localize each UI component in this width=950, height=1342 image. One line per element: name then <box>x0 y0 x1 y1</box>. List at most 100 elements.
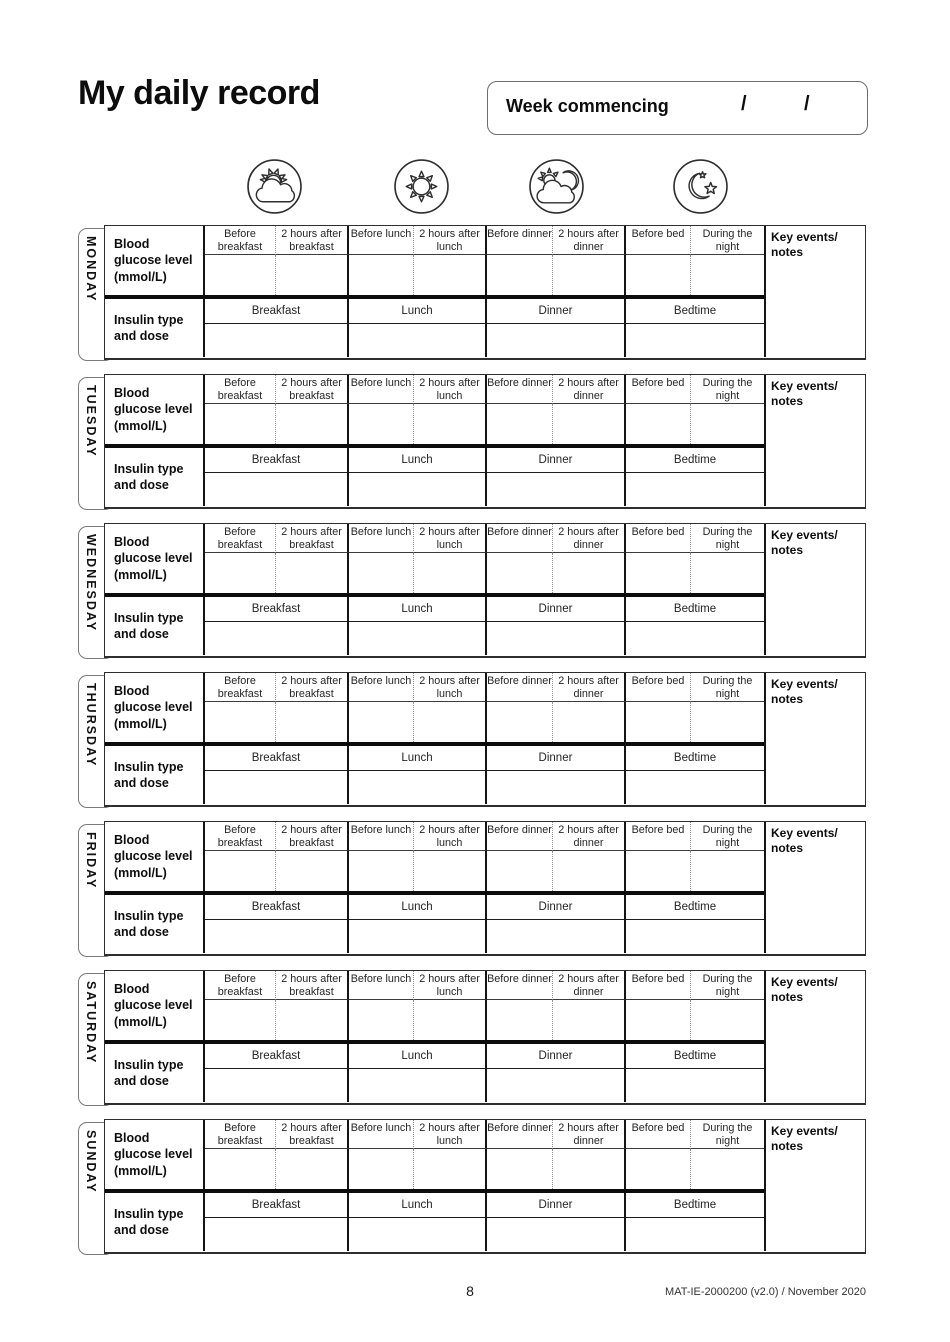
glucose-entry-cell[interactable] <box>553 553 626 593</box>
insulin-entry-cell[interactable] <box>205 622 349 655</box>
glucose-entry-cell[interactable] <box>276 851 349 891</box>
insulin-entry-cell[interactable] <box>349 920 487 953</box>
glucose-entry-cell[interactable] <box>553 1000 626 1040</box>
insulin-entry-cell[interactable] <box>205 1218 349 1251</box>
insulin-entry-cell[interactable] <box>487 920 626 953</box>
glucose-entry-cell[interactable] <box>414 404 487 444</box>
glucose-entry-cell[interactable] <box>276 553 349 593</box>
insulin-entry-cell[interactable] <box>349 771 487 804</box>
insulin-entry-cell[interactable] <box>626 622 764 655</box>
insulin-entry-cell[interactable] <box>626 771 764 804</box>
glucose-entry-cell[interactable] <box>626 851 691 891</box>
glucose-entry-cell[interactable] <box>276 1149 349 1189</box>
insulin-entry-cell[interactable] <box>487 1069 626 1102</box>
glucose-entry-cell[interactable] <box>691 1149 764 1189</box>
day-table: Blood glucose level (mmol/L) Before brea… <box>104 821 866 956</box>
glucose-entry-cell[interactable] <box>414 255 487 295</box>
key-events-label: Key events/ notes <box>771 379 838 408</box>
glucose-entry-cell[interactable] <box>691 1000 764 1040</box>
insulin-row-label: Insulin type and dose <box>105 746 205 804</box>
insulin-entry-cell[interactable] <box>349 622 487 655</box>
glucose-entry-cell[interactable] <box>276 1000 349 1040</box>
insulin-entry-cell[interactable] <box>349 324 487 357</box>
glucose-entry-cell[interactable] <box>487 702 553 742</box>
glucose-entry-cell[interactable] <box>487 851 553 891</box>
glucose-entry-cell[interactable] <box>205 553 276 593</box>
insulin-entry-cell[interactable] <box>626 1069 764 1102</box>
insulin-entry-cell[interactable] <box>487 324 626 357</box>
glucose-time-header: Before lunch <box>349 822 414 851</box>
insulin-row-label: Insulin type and dose <box>105 895 205 953</box>
glucose-entry-cell[interactable] <box>626 702 691 742</box>
glucose-entry-cell[interactable] <box>553 1149 626 1189</box>
insulin-entry-cell[interactable] <box>205 473 349 506</box>
glucose-entry-cell[interactable] <box>349 404 414 444</box>
insulin-entry-cell[interactable] <box>487 473 626 506</box>
glucose-entry-cell[interactable] <box>626 1149 691 1189</box>
insulin-entry-cell[interactable] <box>487 1218 626 1251</box>
insulin-entry-cell[interactable] <box>205 920 349 953</box>
glucose-entry-cell[interactable] <box>349 1000 414 1040</box>
insulin-meal-header: Breakfast <box>205 895 349 920</box>
key-events-cell[interactable]: Key events/ notes <box>764 673 865 804</box>
glucose-entry-cell[interactable] <box>691 255 764 295</box>
glucose-entry-cell[interactable] <box>691 553 764 593</box>
insulin-entry-cell[interactable] <box>205 771 349 804</box>
glucose-entry-cell[interactable] <box>205 851 276 891</box>
insulin-entry-cell[interactable] <box>487 622 626 655</box>
glucose-entry-cell[interactable] <box>276 255 349 295</box>
insulin-entry-cell[interactable] <box>349 1069 487 1102</box>
glucose-entry-cell[interactable] <box>553 851 626 891</box>
glucose-entry-cell[interactable] <box>626 255 691 295</box>
glucose-entry-cell[interactable] <box>349 702 414 742</box>
glucose-entry-cell[interactable] <box>487 553 553 593</box>
glucose-entry-cell[interactable] <box>626 553 691 593</box>
glucose-entry-cell[interactable] <box>553 702 626 742</box>
glucose-entry-cell[interactable] <box>276 404 349 444</box>
glucose-entry-cell[interactable] <box>414 702 487 742</box>
day-table: Blood glucose level (mmol/L) Before brea… <box>104 1119 866 1254</box>
insulin-entry-cell[interactable] <box>205 324 349 357</box>
glucose-entry-cell[interactable] <box>487 255 553 295</box>
insulin-entry-cell[interactable] <box>349 1218 487 1251</box>
insulin-entry-cell[interactable] <box>487 771 626 804</box>
insulin-entry-cell[interactable] <box>626 1218 764 1251</box>
glucose-entry-cell[interactable] <box>553 255 626 295</box>
key-events-cell[interactable]: Key events/ notes <box>764 524 865 655</box>
insulin-entry-cell[interactable] <box>626 920 764 953</box>
glucose-entry-cell[interactable] <box>349 255 414 295</box>
glucose-entry-cell[interactable] <box>349 553 414 593</box>
glucose-entry-cell[interactable] <box>205 702 276 742</box>
glucose-entry-cell[interactable] <box>691 702 764 742</box>
glucose-entry-cell[interactable] <box>276 702 349 742</box>
insulin-entry-cell[interactable] <box>626 324 764 357</box>
glucose-entry-cell[interactable] <box>349 851 414 891</box>
glucose-entry-cell[interactable] <box>691 851 764 891</box>
glucose-entry-cell[interactable] <box>626 1000 691 1040</box>
glucose-entry-cell[interactable] <box>414 1149 487 1189</box>
week-commencing-box[interactable]: Week commencing / / <box>487 81 868 135</box>
insulin-entry-cell[interactable] <box>349 473 487 506</box>
glucose-time-header: 2 hours after lunch <box>414 226 487 255</box>
key-events-cell[interactable]: Key events/ notes <box>764 1120 865 1251</box>
glucose-entry-cell[interactable] <box>487 1000 553 1040</box>
glucose-entry-cell[interactable] <box>487 404 553 444</box>
glucose-entry-cell[interactable] <box>414 851 487 891</box>
key-events-cell[interactable]: Key events/ notes <box>764 971 865 1102</box>
glucose-entry-cell[interactable] <box>205 255 276 295</box>
key-events-cell[interactable]: Key events/ notes <box>764 822 865 953</box>
key-events-cell[interactable]: Key events/ notes <box>764 375 865 506</box>
glucose-entry-cell[interactable] <box>626 404 691 444</box>
glucose-entry-cell[interactable] <box>691 404 764 444</box>
glucose-entry-cell[interactable] <box>205 1000 276 1040</box>
glucose-entry-cell[interactable] <box>205 404 276 444</box>
glucose-entry-cell[interactable] <box>414 1000 487 1040</box>
glucose-entry-cell[interactable] <box>553 404 626 444</box>
insulin-entry-cell[interactable] <box>626 473 764 506</box>
insulin-entry-cell[interactable] <box>205 1069 349 1102</box>
key-events-cell[interactable]: Key events/ notes <box>764 226 865 357</box>
glucose-entry-cell[interactable] <box>414 553 487 593</box>
glucose-entry-cell[interactable] <box>349 1149 414 1189</box>
glucose-entry-cell[interactable] <box>205 1149 276 1189</box>
glucose-entry-cell[interactable] <box>487 1149 553 1189</box>
